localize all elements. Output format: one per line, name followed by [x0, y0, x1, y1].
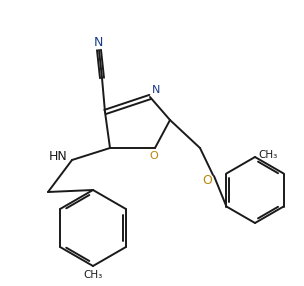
Text: CH₃: CH₃ [83, 270, 103, 280]
Text: O: O [150, 151, 158, 161]
Text: CH₃: CH₃ [258, 150, 277, 160]
Text: O: O [202, 174, 212, 187]
Text: N: N [93, 36, 103, 49]
Text: N: N [152, 85, 161, 95]
Text: HN: HN [49, 150, 68, 162]
